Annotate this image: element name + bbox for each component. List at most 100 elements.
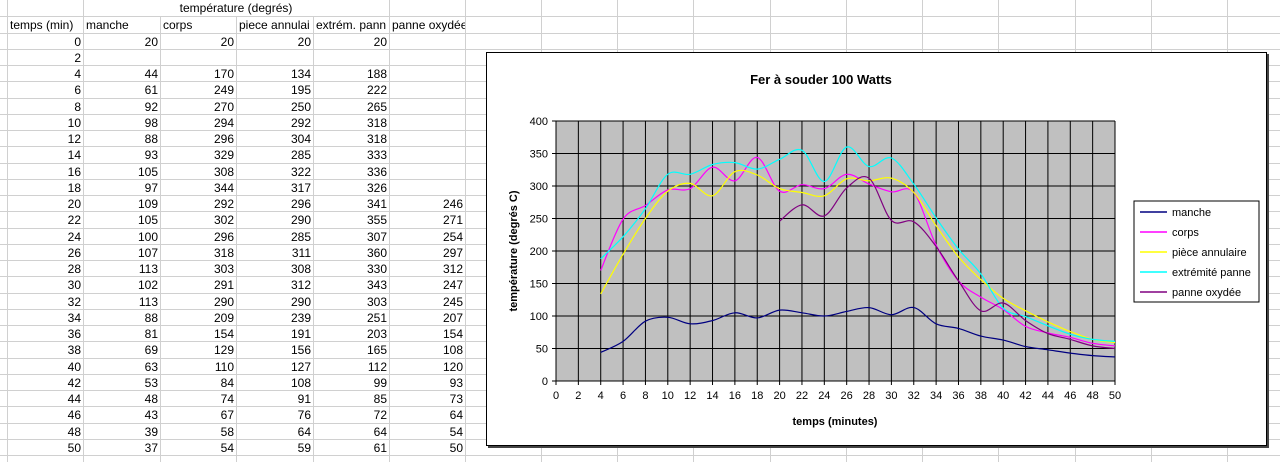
table-cell[interactable]: 292	[213, 197, 234, 211]
table-cell[interactable]: 207	[442, 311, 463, 325]
table-cell[interactable]: 69	[144, 343, 158, 357]
table-cell[interactable]: 97	[144, 181, 158, 195]
table-cell[interactable]: 46	[67, 408, 81, 422]
table-cell[interactable]: 296	[213, 132, 234, 146]
table-cell[interactable]: 112	[367, 360, 387, 374]
table-cell[interactable]: 81	[144, 327, 158, 341]
table-cell[interactable]: 318	[366, 116, 387, 130]
table-cell[interactable]: 107	[137, 246, 158, 260]
table-cell[interactable]	[390, 147, 465, 163]
table-cell[interactable]: 34	[67, 311, 81, 325]
table-cell[interactable]: 285	[290, 148, 311, 162]
table-cell[interactable]: 37	[144, 441, 158, 455]
table-cell[interactable]	[390, 34, 465, 50]
table-cell[interactable]: 344	[213, 181, 234, 195]
table-cell[interactable]: 120	[442, 360, 463, 374]
table-cell[interactable]: 105	[137, 165, 158, 179]
table-cell[interactable]: 58	[220, 425, 234, 439]
table-cell[interactable]: 246	[442, 197, 463, 211]
table-cell[interactable]: 303	[213, 262, 234, 276]
table-cell[interactable]	[390, 131, 465, 147]
table-cell[interactable]: 64	[449, 408, 463, 422]
table-cell[interactable]: 127	[290, 360, 311, 374]
table-cell[interactable]: 53	[144, 376, 158, 390]
table-cell[interactable]	[237, 50, 313, 66]
table-cell[interactable]: 48	[144, 392, 158, 406]
table-cell[interactable]: 318	[366, 132, 387, 146]
table-cell[interactable]: 292	[290, 116, 311, 130]
table-cell[interactable]: 254	[442, 230, 463, 244]
table-cell[interactable]: 270	[213, 100, 234, 114]
table-cell[interactable]: 317	[290, 181, 311, 195]
table-cell[interactable]: 304	[290, 132, 311, 146]
column-header-cell[interactable]: manche	[86, 18, 129, 32]
table-cell[interactable]: 61	[373, 441, 387, 455]
column-header-cell[interactable]: corps	[163, 18, 193, 32]
table-cell[interactable]: 291	[213, 278, 234, 292]
table-cell[interactable]: 93	[449, 376, 463, 390]
table-cell[interactable]: 14	[67, 148, 81, 162]
chart[interactable]: Fer à souder 100 Watts température (degr…	[486, 52, 1267, 446]
table-cell[interactable]: 8	[74, 100, 81, 114]
table-cell[interactable]: 28	[67, 262, 81, 276]
table-cell[interactable]: 73	[449, 392, 463, 406]
table-cell[interactable]: 38	[67, 343, 81, 357]
table-cell[interactable]: 63	[144, 360, 158, 374]
table-cell[interactable]: 20	[67, 197, 81, 211]
table-cell[interactable]: 108	[442, 343, 463, 357]
table-cell[interactable]	[390, 82, 465, 98]
table-cell[interactable]: 54	[220, 441, 234, 455]
table-cell[interactable]: 307	[366, 230, 387, 244]
table-cell[interactable]: 2	[74, 51, 81, 65]
table-cell[interactable]: 134	[290, 67, 311, 81]
table-cell[interactable]: 42	[67, 376, 81, 390]
table-cell[interactable]: 203	[366, 327, 387, 341]
table-cell[interactable]: 50	[449, 441, 463, 455]
table-cell[interactable]: 170	[213, 67, 234, 81]
table-cell[interactable]: 12	[67, 132, 81, 146]
table-cell[interactable]: 98	[144, 116, 158, 130]
table-cell[interactable]: 59	[297, 441, 311, 455]
table-cell[interactable]: 74	[220, 392, 234, 406]
table-cell[interactable]	[390, 180, 465, 196]
table-cell[interactable]	[314, 50, 389, 66]
table-cell[interactable]: 297	[442, 246, 463, 260]
table-cell[interactable]: 24	[67, 230, 81, 244]
table-cell[interactable]: 20	[220, 35, 234, 49]
table-cell[interactable]: 110	[214, 360, 234, 374]
table-cell[interactable]: 294	[213, 116, 234, 130]
table-cell[interactable]	[390, 115, 465, 131]
table-cell[interactable]: 129	[213, 343, 234, 357]
table-cell[interactable]: 54	[449, 425, 463, 439]
table-cell[interactable]: 39	[144, 425, 158, 439]
table-cell[interactable]: 308	[213, 165, 234, 179]
table-cell[interactable]: 84	[220, 376, 234, 390]
column-header-cell[interactable]: panne oxydée	[392, 18, 465, 32]
table-cell[interactable]: 88	[144, 132, 158, 146]
group-header-cell[interactable]: température (degrés)	[84, 0, 388, 16]
table-cell[interactable]: 247	[442, 278, 463, 292]
table-cell[interactable]: 343	[366, 278, 387, 292]
table-cell[interactable]: 290	[290, 213, 311, 227]
table-cell[interactable]: 239	[290, 311, 311, 325]
table-cell[interactable]: 6	[74, 83, 81, 97]
table-cell[interactable]: 16	[67, 165, 81, 179]
table-cell[interactable]: 30	[67, 278, 81, 292]
table-cell[interactable]: 113	[138, 295, 158, 309]
table-cell[interactable]: 271	[442, 213, 463, 227]
table-cell[interactable]: 296	[290, 197, 311, 211]
table-cell[interactable]: 355	[366, 213, 387, 227]
table-cell[interactable]: 333	[366, 148, 387, 162]
table-cell[interactable]: 249	[213, 83, 234, 97]
table-cell[interactable]: 92	[144, 100, 158, 114]
table-cell[interactable]: 329	[213, 148, 234, 162]
table-cell[interactable]: 251	[366, 311, 387, 325]
table-cell[interactable]: 302	[213, 213, 234, 227]
table-cell[interactable]: 154	[213, 327, 234, 341]
table-cell[interactable]: 308	[290, 262, 311, 276]
table-cell[interactable]: 108	[290, 376, 311, 390]
table-cell[interactable]: 326	[366, 181, 387, 195]
table-cell[interactable]	[161, 50, 236, 66]
table-cell[interactable]: 265	[366, 100, 387, 114]
table-cell[interactable]: 341	[366, 197, 387, 211]
